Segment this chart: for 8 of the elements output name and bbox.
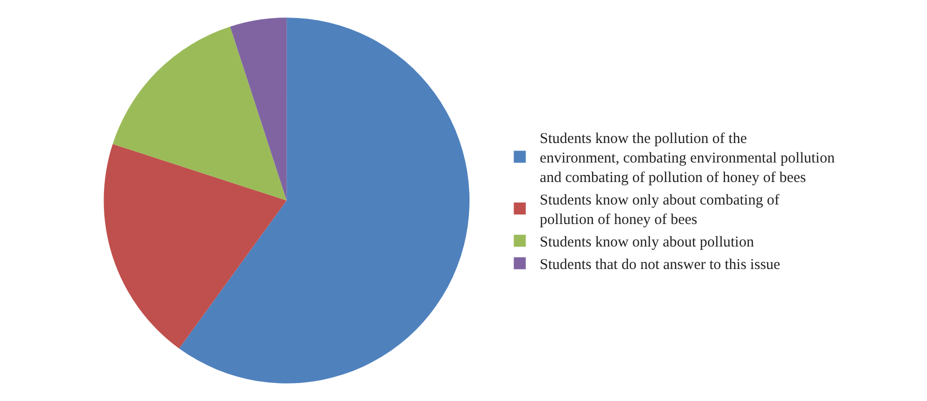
pie-slice (230, 18, 287, 200)
pie-slice (179, 18, 470, 384)
pie-slice (112, 26, 287, 200)
legend-label: Students know the pollution of the environment, combating environmental pollution and combating of pollution of honey of bees (540, 131, 836, 186)
legend-label: Students that do not answer to this issue (540, 257, 781, 274)
pie-slice (104, 144, 287, 348)
legend-label: Students know only about combating of pollution of honey of bees (540, 192, 780, 228)
legend-label: Students know only about pollution (540, 234, 754, 251)
